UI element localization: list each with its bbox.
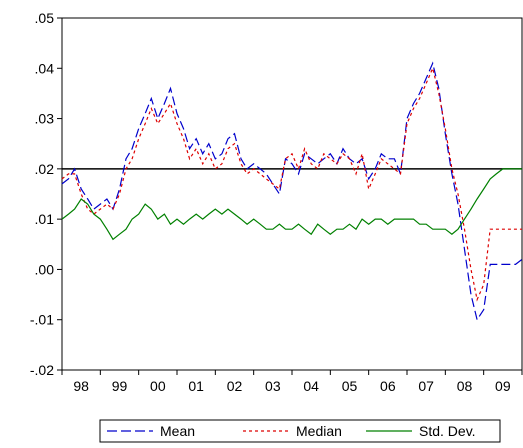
series-line-mean [61,61,523,322]
legend-label-mean: Mean [160,423,195,439]
x-tick-label: 99 [112,378,128,394]
x-tick-label: 08 [457,378,473,394]
x-tick-label: 05 [342,378,358,394]
y-tick-label: -.02 [30,362,54,378]
series-line-std-dev [61,168,522,241]
x-axis: 98 99 00 01 02 03 04 05 06 07 08 09 [61,370,523,394]
y-axis: -.02 -.01 .00 .01 .02 .03 .04 .05 [30,10,62,378]
series-line-median [61,66,522,302]
y-tick-label: .01 [35,211,55,227]
legend: Mean Median Std. Dev. [99,419,501,443]
x-tick-label: 98 [73,378,89,394]
x-tick-label: 03 [265,378,281,394]
x-tick-label: 02 [227,378,243,394]
y-tick-label: -.01 [30,312,54,328]
x-tick-label: 07 [418,378,434,394]
y-tick-label: .00 [35,261,55,277]
y-tick-label: .04 [35,60,55,76]
y-tick-label: .03 [35,111,55,127]
y-tick-label: .02 [35,161,55,177]
x-tick-label: 06 [380,378,396,394]
legend-box [99,419,501,443]
y-tick-label: .05 [35,10,55,26]
legend-label-std-dev: Std. Dev. [419,423,476,439]
x-tick-label: 04 [303,378,319,394]
legend-label-median: Median [296,423,342,439]
series-layer [61,61,523,322]
x-tick-label: 00 [150,378,166,394]
plot-area [61,17,523,371]
x-tick-label: 01 [188,378,204,394]
x-tick-label: 09 [495,378,511,394]
